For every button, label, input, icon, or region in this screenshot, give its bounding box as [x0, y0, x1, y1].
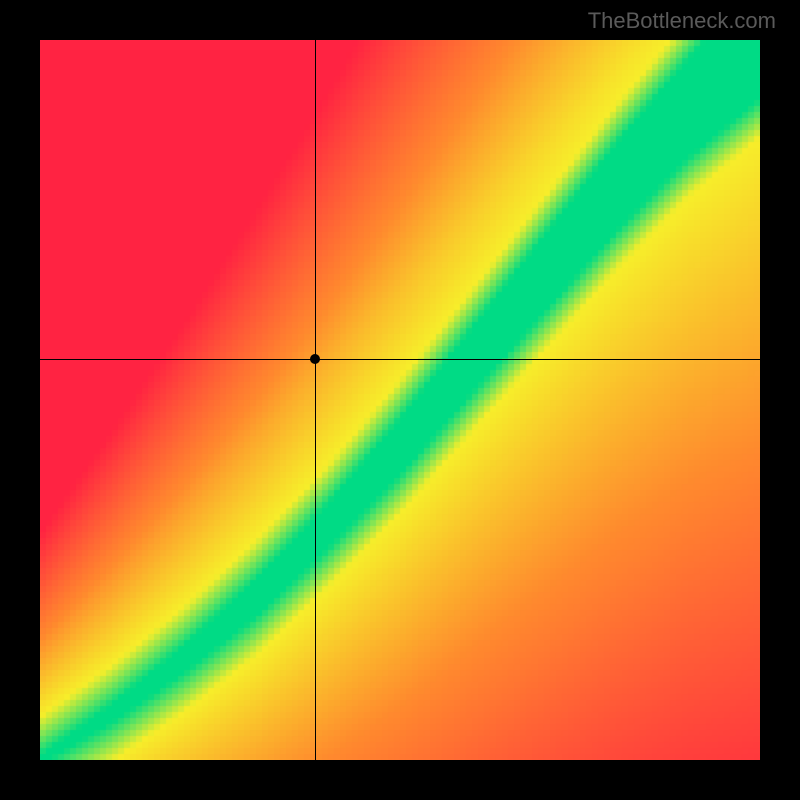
heatmap-canvas: [40, 40, 760, 760]
watermark-text: TheBottleneck.com: [588, 8, 776, 34]
chart-area: [40, 40, 760, 760]
crosshair-vertical: [315, 40, 316, 760]
marker-dot: [310, 354, 320, 364]
crosshair-horizontal: [40, 359, 760, 360]
